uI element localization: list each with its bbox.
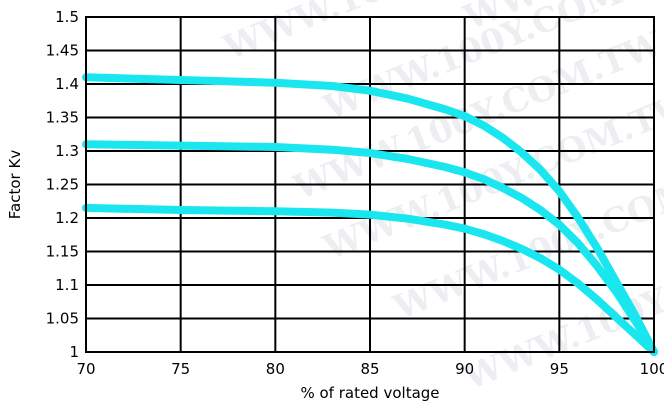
- watermark-layer: WWW.100Y.COM.TWWWW.100Y.COM.TWWWW.100Y.C…: [217, 0, 664, 399]
- y-tick-labels: 1 1.05 1.1 1.15 1.2 1.25 1.3 1.35 1.4 1.45 1.5: [46, 8, 79, 361]
- series-line-3: [82, 203, 658, 356]
- x-tick-label: 70: [76, 360, 95, 378]
- y-tick-label: 1.1: [55, 276, 79, 294]
- y-tick-label: 1.3: [55, 142, 79, 160]
- x-tick-label: 90: [455, 360, 474, 378]
- y-tick-label: 1: [69, 343, 79, 361]
- y-tick-label: 1.35: [46, 109, 79, 127]
- x-axis-label: % of rated voltage: [300, 384, 439, 402]
- y-axis-label: Factor Kv: [6, 150, 24, 220]
- x-tick-label: 75: [171, 360, 190, 378]
- x-tick-label: 85: [360, 360, 379, 378]
- x-tick-labels: 70 75 80 85 90 95 100: [76, 360, 664, 378]
- y-tick-label: 1.2: [55, 209, 79, 227]
- x-tick-label: 100: [640, 360, 664, 378]
- y-tick-label: 1.5: [55, 8, 79, 26]
- series-layer: [82, 73, 658, 356]
- y-tick-label: 1.45: [46, 42, 79, 60]
- y-tick-label: 1.4: [55, 75, 79, 93]
- y-tick-label: 1.15: [46, 243, 79, 261]
- y-tick-label: 1.25: [46, 176, 79, 194]
- series-line-2: [82, 140, 658, 356]
- x-tick-label: 95: [550, 360, 569, 378]
- y-tick-label: 1.05: [46, 310, 79, 328]
- plot-frame: [85, 16, 655, 353]
- series-line-1: [82, 73, 658, 356]
- x-tick-label: 80: [266, 360, 285, 378]
